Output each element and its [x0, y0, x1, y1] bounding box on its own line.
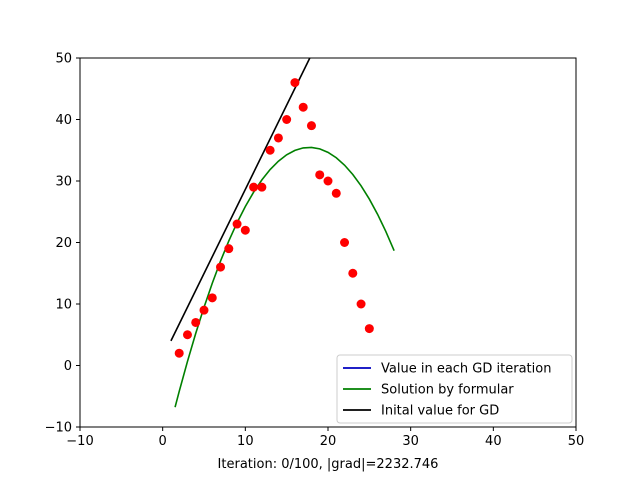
- data-point: [199, 305, 209, 315]
- x-tick-label: 20: [320, 434, 337, 449]
- x-tick-label: 40: [485, 434, 502, 449]
- data-point: [216, 262, 226, 272]
- x-axis-label: Iteration: 0/100, |grad|=2232.746: [218, 457, 439, 472]
- x-tick-label: 10: [237, 434, 254, 449]
- data-point: [331, 188, 341, 198]
- legend-box: [336, 354, 573, 424]
- x-tick-label: 30: [402, 434, 419, 449]
- y-tick-label: −10: [45, 421, 72, 436]
- x-tick-label: −10: [66, 434, 93, 449]
- data-point: [207, 293, 217, 303]
- x-tick-label: 50: [568, 434, 585, 449]
- data-point: [323, 176, 333, 186]
- data-point: [306, 121, 316, 131]
- x-tick-label: 0: [159, 434, 167, 449]
- series-line-2: [170, 58, 311, 342]
- data-point: [315, 170, 325, 180]
- data-point: [273, 133, 283, 143]
- y-tick-label: 10: [55, 298, 72, 313]
- y-tick-label: 0: [64, 359, 72, 374]
- legend: Value in each GD iteration Solution by fo…: [336, 354, 573, 424]
- y-tick-label: 40: [55, 113, 72, 128]
- data-point: [356, 299, 366, 309]
- y-tick-label: 50: [55, 52, 72, 67]
- data-point: [298, 102, 308, 112]
- data-point: [232, 219, 242, 229]
- data-point: [249, 182, 259, 192]
- legend-label: Solution by formular: [381, 383, 514, 398]
- data-point: [282, 115, 292, 124]
- legend-label: Value in each GD iteration: [381, 362, 551, 377]
- data-point: [265, 145, 275, 155]
- y-tick-label: 20: [55, 236, 72, 251]
- data-point: [340, 238, 350, 247]
- data-point: [191, 317, 201, 327]
- legend-label: Inital value for GD: [381, 404, 499, 419]
- data-point: [174, 348, 184, 358]
- data-point: [240, 225, 250, 235]
- data-point: [290, 78, 300, 88]
- y-tick-label: 30: [55, 175, 72, 190]
- data-point: [224, 244, 234, 254]
- data-point: [348, 268, 358, 278]
- axes: −10 0 10 20 30 40 50 −10 0 10 20 30 40 50: [45, 52, 585, 450]
- data-point: [257, 182, 267, 192]
- data-point: [182, 330, 192, 340]
- series-line-1: [174, 146, 395, 408]
- data-point: [364, 324, 374, 334]
- plot-area: [170, 58, 395, 408]
